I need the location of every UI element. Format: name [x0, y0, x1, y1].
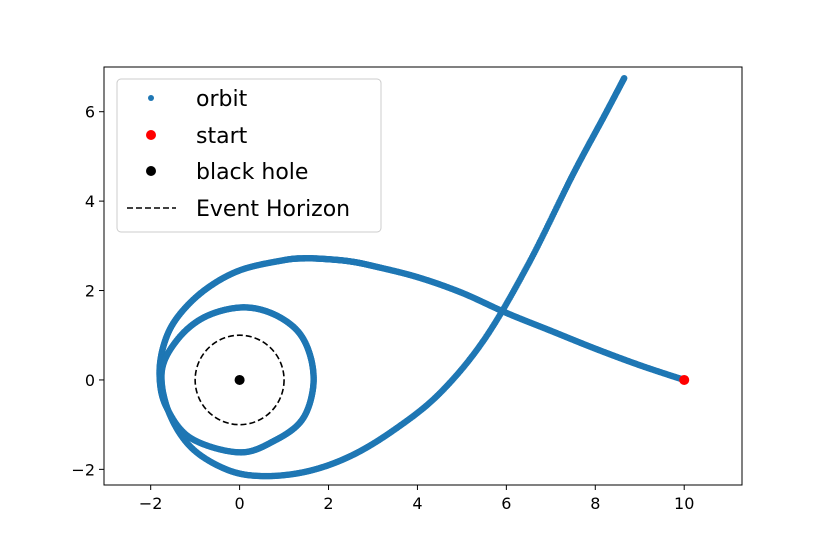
y-tick-label: 2 [85, 282, 95, 301]
x-tick-label: 2 [323, 494, 333, 513]
axes-frame [103, 66, 743, 486]
orbit-series [156, 74, 688, 480]
legend-label-event-horizon: Event Horizon [196, 197, 350, 222]
x-tick-label: 10 [674, 494, 694, 513]
legend: orbit start black hole Event Horizon [116, 78, 382, 233]
x-tick-label: 0 [235, 494, 245, 513]
legend-label-start: start [196, 124, 248, 149]
x-tick-label: 4 [412, 494, 422, 513]
legend-marker-start [146, 130, 156, 140]
x-tick-label: 8 [590, 494, 600, 513]
black-hole-marker [234, 374, 245, 385]
y-axis-ticks: −2 0 2 4 6 [71, 103, 104, 479]
legend-marker-orbit [148, 95, 154, 101]
event-horizon-circle [194, 334, 285, 426]
orbit-point [620, 74, 628, 82]
legend-label-black-hole: black hole [196, 160, 308, 185]
x-tick-label: 6 [501, 494, 511, 513]
y-tick-label: 0 [85, 371, 95, 390]
y-tick-label: −2 [71, 460, 95, 479]
x-tick-label: −2 [139, 494, 163, 513]
legend-label-orbit: orbit [196, 87, 248, 112]
legend-marker-black-hole [146, 166, 156, 176]
x-axis-ticks: −2 0 2 4 6 8 10 [139, 485, 694, 513]
y-tick-label: 4 [85, 192, 95, 211]
start-marker [679, 374, 690, 385]
plot-area [156, 74, 690, 480]
y-tick-label: 6 [85, 103, 95, 122]
legend-box [116, 78, 382, 233]
